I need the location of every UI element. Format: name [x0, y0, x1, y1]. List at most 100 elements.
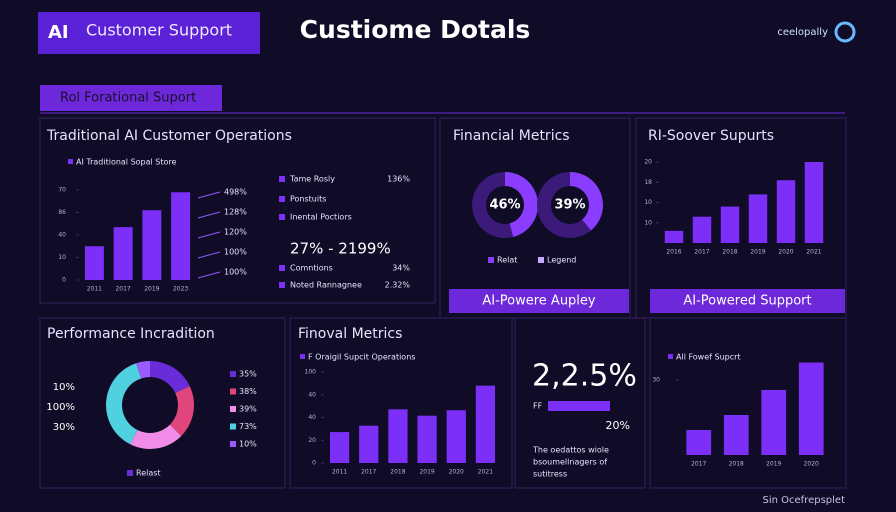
legend-label: 38% — [239, 387, 257, 396]
x-tick-label: 2020 — [778, 249, 793, 256]
list-bullet — [279, 214, 285, 220]
list-label: Noted Rannagnee — [290, 281, 362, 290]
x-tick-label: 2017 — [361, 469, 376, 476]
x-tick-label: 2021 — [478, 469, 493, 476]
donut-segment — [150, 361, 190, 393]
logo-box — [38, 12, 260, 54]
legend-swatch — [230, 371, 236, 377]
list-value: 2.32% — [385, 281, 411, 290]
panel-title: Performance Incradition — [47, 326, 215, 342]
button — [449, 289, 629, 313]
y-tick-label: 20 — [308, 437, 316, 444]
list-label: Inental Poctiors — [290, 213, 352, 222]
legend-label: All Fowef Supcrt — [676, 353, 741, 362]
x-tick-label: 2020 — [449, 469, 464, 476]
bar — [804, 162, 824, 243]
donut-segment — [105, 363, 142, 445]
annotation: 30% — [53, 422, 75, 433]
legend-label: 10% — [239, 440, 257, 449]
y-tick-label: 10 — [58, 254, 66, 261]
bar — [475, 385, 496, 463]
list-value: 136% — [387, 175, 410, 184]
leader-line — [197, 191, 221, 199]
legend-label: 39% — [239, 405, 257, 414]
x-tick-label: 2011 — [332, 469, 347, 476]
panel — [289, 317, 513, 489]
panel — [39, 317, 286, 489]
y-tick-label: 40 — [308, 391, 316, 398]
legend-swatch — [68, 159, 73, 164]
list-bullet — [279, 282, 285, 288]
gauge-label: 46% — [489, 198, 520, 213]
panel-title: RI-Soover Supurts — [648, 128, 774, 144]
panel-title: Traditional AI Customer Operations — [46, 128, 292, 144]
bar — [113, 227, 133, 280]
annotation: 120% — [224, 228, 247, 237]
y-tick-label: 20 — [644, 159, 652, 166]
list-value: 34% — [392, 264, 410, 273]
y-tick-label: 40 — [308, 414, 316, 421]
logo-text: Customer Support — [86, 21, 232, 40]
logo-mark: AI — [48, 22, 69, 43]
brand: ceelopally — [777, 27, 828, 38]
page-title: Custiome Dotals — [300, 15, 531, 44]
y-tick-label: 18 — [644, 179, 652, 186]
x-tick-label: 2021 — [806, 249, 821, 256]
bar — [692, 216, 712, 243]
x-tick-label: 2011 — [87, 286, 102, 293]
legend-label: Legend — [547, 256, 576, 265]
bar — [776, 180, 796, 243]
donut-segment — [130, 424, 182, 450]
x-tick-label: 2020 — [804, 461, 819, 468]
bar — [720, 206, 740, 243]
gauge-label: 39% — [554, 198, 585, 213]
list-bullet — [279, 196, 285, 202]
bar — [761, 390, 787, 455]
legend-swatch — [230, 423, 236, 430]
description: sutitress — [533, 470, 567, 479]
x-tick-label: 2019 — [419, 469, 434, 476]
y-tick-label: 0 — [62, 277, 66, 284]
bar — [748, 194, 768, 243]
gauge-arc — [570, 172, 603, 231]
legend-swatch — [230, 441, 236, 447]
legend-label: F Oraigil Supcit Operations — [308, 353, 415, 362]
panel — [649, 317, 847, 489]
bar — [388, 409, 408, 463]
donut-segment — [169, 386, 194, 436]
annotation: 128% — [224, 208, 247, 217]
bar — [686, 430, 712, 455]
x-tick-label: 2023 — [173, 286, 188, 293]
bar — [171, 192, 191, 280]
y-tick-label: 10 — [644, 199, 652, 206]
gauge-arc — [505, 172, 538, 237]
x-tick-label: 2019 — [750, 249, 765, 256]
x-tick-label: 2017 — [691, 461, 706, 468]
bar — [329, 432, 350, 463]
list-bullet — [279, 176, 285, 182]
legend-label: Relat — [497, 256, 517, 265]
legend-swatch — [230, 406, 236, 412]
bar — [359, 425, 379, 463]
y-tick-label: 40 — [58, 232, 66, 239]
bar — [84, 246, 104, 280]
panel — [39, 117, 436, 304]
leader-line — [197, 211, 221, 219]
annotation: 10% — [53, 382, 75, 393]
bar — [417, 415, 437, 463]
y-tick-label: 30 — [652, 377, 660, 384]
progress-bar — [548, 401, 610, 411]
description: The oedattos wiole — [532, 446, 609, 455]
button-label: AI-Powere Aupley — [482, 294, 596, 309]
list-label: Tame Rosly — [289, 175, 335, 184]
legend-label: AI Traditional Sopal Store — [76, 158, 177, 167]
y-tick-label: 10 — [644, 219, 652, 226]
tag-box — [40, 85, 222, 111]
x-tick-label: 2018 — [729, 461, 744, 468]
list-label: Comntions — [290, 264, 333, 273]
brand-icon — [834, 21, 856, 43]
x-tick-label: 2016 — [666, 249, 681, 256]
panels — [39, 117, 847, 489]
y-tick-label: 86 — [58, 209, 66, 216]
